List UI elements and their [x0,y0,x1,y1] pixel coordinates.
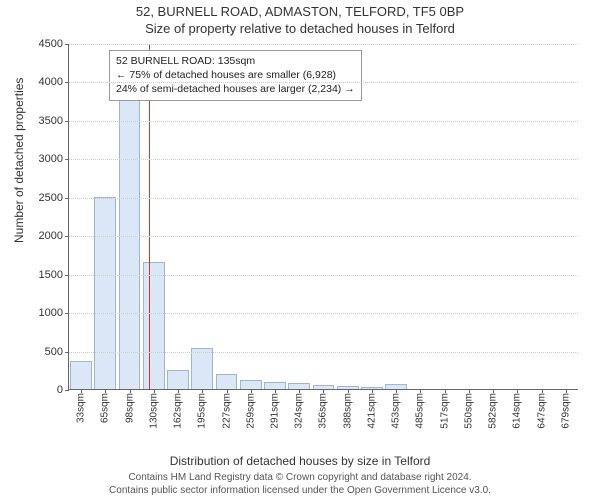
bar-slot: 582sqm [481,44,505,389]
bar-slot: 647sqm [529,44,553,389]
ytick-label: 2000 [39,230,63,242]
histogram-bar [240,380,262,389]
bar-slot: 421sqm [360,44,384,389]
ytick-mark [65,159,69,160]
histogram-bar [216,374,238,389]
chart-container: 52, BURNELL ROAD, ADMASTON, TELFORD, TF5… [0,0,600,500]
xtick-label: 98sqm [124,393,135,423]
histogram-bar [70,361,92,389]
ytick-mark [65,352,69,353]
ytick-label: 0 [57,384,63,396]
histogram-bar [167,370,189,389]
grid-line [69,82,578,83]
ytick-label: 3500 [39,115,63,127]
xtick-label: 130sqm [148,393,159,429]
bar-slot: 614sqm [505,44,529,389]
bar-slot: 33sqm [69,44,93,389]
ytick-label: 1000 [39,307,63,319]
annotation-line1: 52 BURNELL ROAD: 135sqm [116,54,355,68]
ytick-mark [65,121,69,122]
xtick-label: 421sqm [366,393,377,429]
xtick-label: 550sqm [463,393,474,429]
grid-line [69,198,578,199]
plot-region: 33sqm65sqm98sqm130sqm162sqm195sqm227sqm2… [68,44,578,390]
xtick-label: 195sqm [197,393,208,429]
ytick-mark [65,198,69,199]
ytick-label: 500 [45,346,63,358]
ytick-label: 4000 [39,76,63,88]
grid-line [69,313,578,314]
grid-line [69,44,578,45]
xtick-label: 356sqm [318,393,329,429]
bar-slot: 679sqm [554,44,578,389]
grid-line [69,236,578,237]
histogram-bar [143,262,165,389]
xtick-label: 33sqm [76,393,87,423]
ytick-label: 4500 [39,38,63,50]
bar-slot: 517sqm [433,44,457,389]
xtick-label: 679sqm [560,393,571,429]
chart-area: 33sqm65sqm98sqm130sqm162sqm195sqm227sqm2… [68,44,578,424]
xtick-label: 388sqm [342,393,353,429]
grid-line [69,159,578,160]
xtick-label: 582sqm [488,393,499,429]
grid-line [69,121,578,122]
xtick-label: 227sqm [221,393,232,429]
histogram-bar [119,81,141,389]
ytick-label: 3000 [39,153,63,165]
xtick-label: 324sqm [294,393,305,429]
ytick-mark [65,390,69,391]
ytick-mark [65,275,69,276]
grid-line [69,352,578,353]
ytick-label: 2500 [39,192,63,204]
annotation-line3: 24% of semi-detached houses are larger (… [116,82,355,96]
annotation-line2: ← 75% of detached houses are smaller (6,… [116,68,355,82]
xtick-label: 291sqm [269,393,280,429]
title-subtitle: Size of property relative to detached ho… [0,21,600,36]
bar-slot: 550sqm [457,44,481,389]
xtick-label: 485sqm [415,393,426,429]
ytick-mark [65,313,69,314]
ytick-mark [65,236,69,237]
title-address: 52, BURNELL ROAD, ADMASTON, TELFORD, TF5… [0,4,600,19]
footer-attribution: Contains HM Land Registry data © Crown c… [0,471,600,497]
histogram-bar [264,382,286,389]
xtick-label: 453sqm [391,393,402,429]
xtick-label: 162sqm [173,393,184,429]
xtick-label: 65sqm [100,393,111,423]
histogram-bar [94,197,116,389]
annotation-box: 52 BURNELL ROAD: 135sqm ← 75% of detache… [109,50,362,101]
bar-slot: 453sqm [384,44,408,389]
xtick-label: 647sqm [536,393,547,429]
histogram-bar [191,348,213,389]
xtick-label: 517sqm [439,393,450,429]
title-block: 52, BURNELL ROAD, ADMASTON, TELFORD, TF5… [0,0,600,36]
ytick-label: 1500 [39,269,63,281]
ytick-mark [65,44,69,45]
xtick-label: 259sqm [245,393,256,429]
y-axis-label: Number of detached properties [12,78,26,243]
grid-line [69,275,578,276]
ytick-mark [65,82,69,83]
xtick-label: 614sqm [512,393,523,429]
x-axis-label: Distribution of detached houses by size … [0,454,600,468]
footer-line1: Contains HM Land Registry data © Crown c… [0,471,600,484]
footer-line2: Contains public sector information licen… [0,484,600,497]
bar-slot: 485sqm [408,44,432,389]
